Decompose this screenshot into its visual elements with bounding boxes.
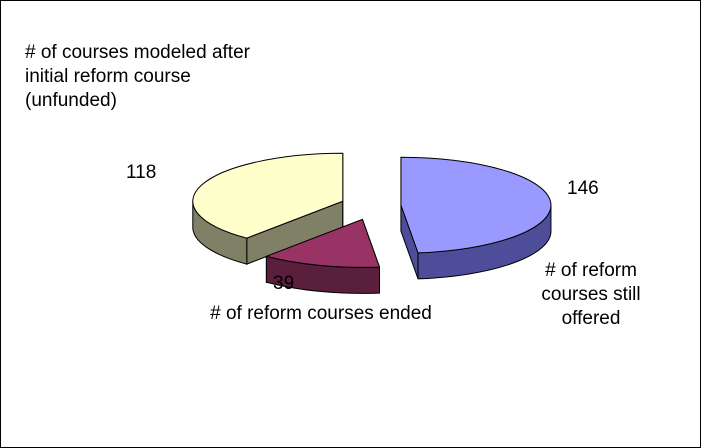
value-label: 118	[126, 162, 157, 183]
category-label: # of courses modeled after initial refor…	[25, 42, 250, 111]
value-label: 39	[273, 273, 295, 294]
slice	[264, 218, 381, 268]
category-label: # of reform courses ended	[210, 303, 432, 324]
slice	[192, 152, 344, 239]
value-label: 146	[567, 178, 599, 199]
slice	[400, 156, 552, 254]
category-label: # of reform courses still offered	[541, 260, 641, 329]
